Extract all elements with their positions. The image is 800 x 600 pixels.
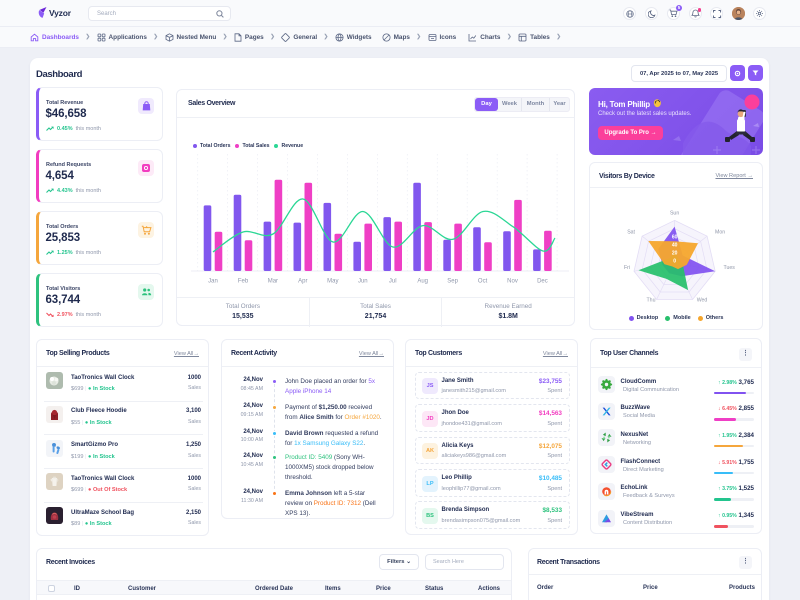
svg-text:Jan: Jan <box>208 279 218 285</box>
svg-text:Feb: Feb <box>238 279 249 285</box>
svg-text:Jul: Jul <box>389 279 397 285</box>
svg-text:Oct: Oct <box>478 279 488 285</box>
svg-text:0: 0 <box>673 259 676 265</box>
svg-text:Aug: Aug <box>417 279 428 285</box>
svg-text:Mon: Mon <box>715 230 725 236</box>
svg-text:Fri: Fri <box>624 265 630 271</box>
svg-text:Dec: Dec <box>537 279 548 285</box>
svg-text:Nov: Nov <box>507 279 518 285</box>
svg-text:Tues: Tues <box>724 265 736 271</box>
svg-text:Thu: Thu <box>647 298 656 304</box>
svg-text:Apr: Apr <box>298 279 307 285</box>
svg-text:60: 60 <box>672 235 678 241</box>
svg-text:Mar: Mar <box>268 279 278 285</box>
svg-text:Jun: Jun <box>358 279 368 285</box>
svg-text:Sat: Sat <box>627 230 635 236</box>
svg-text:May: May <box>327 279 338 285</box>
svg-text:20: 20 <box>672 251 678 257</box>
svg-text:Sep: Sep <box>447 279 458 285</box>
svg-text:Sun: Sun <box>670 211 679 217</box>
svg-text:Wed: Wed <box>697 298 708 304</box>
svg-text:40: 40 <box>672 243 678 249</box>
